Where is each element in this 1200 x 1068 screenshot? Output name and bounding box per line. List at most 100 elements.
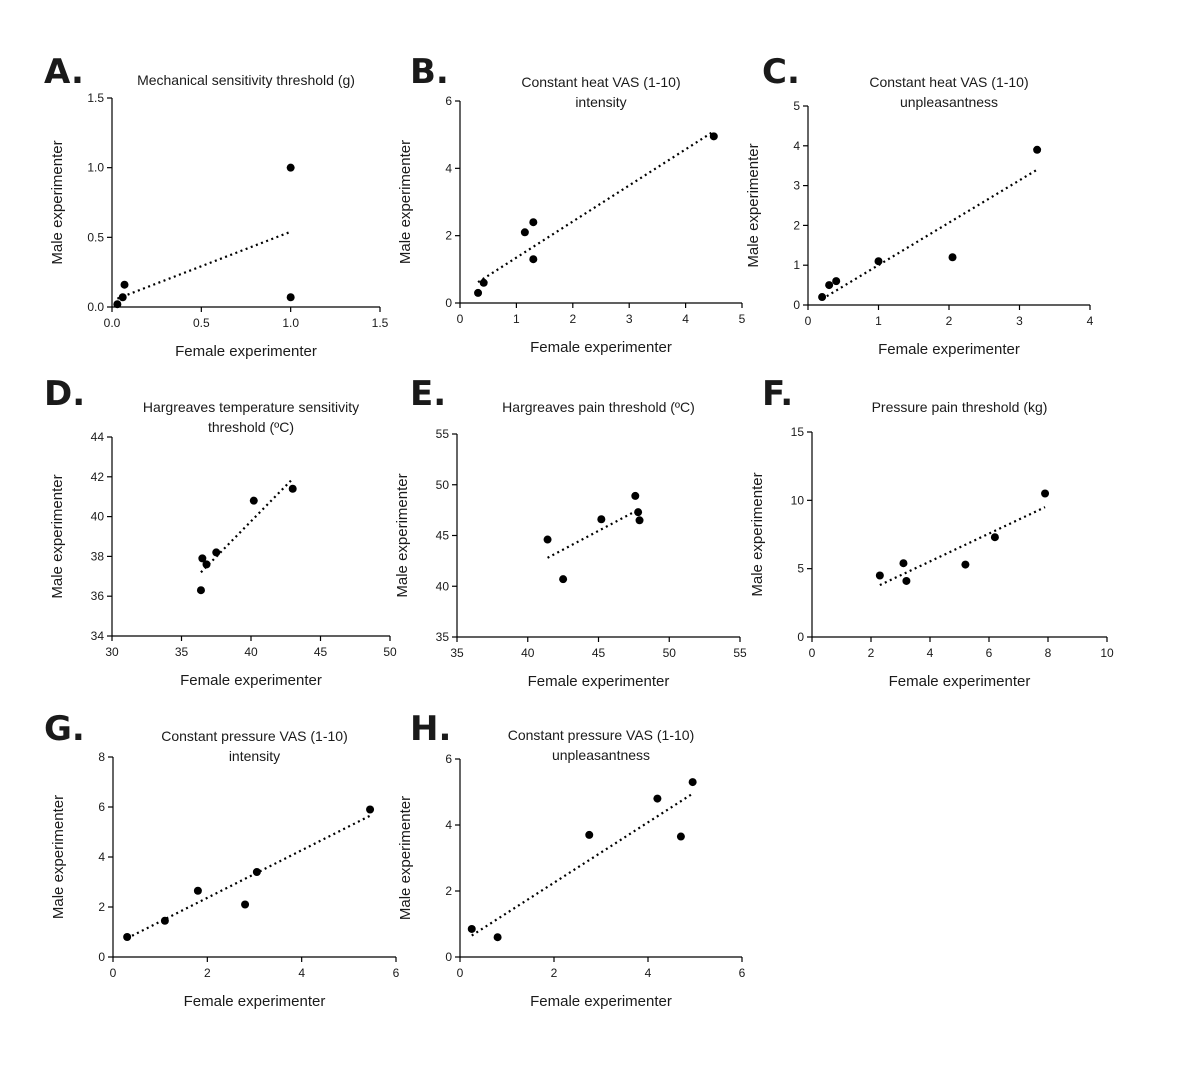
y-axis-label: Male experimenter — [394, 473, 411, 597]
trend-line — [116, 230, 292, 300]
data-point — [1033, 145, 1042, 154]
chart-title: unpleasantness — [900, 94, 998, 110]
data-point — [467, 924, 476, 933]
data-point — [198, 554, 207, 563]
panel-d: D. Hargreaves temperature sensitivity thre… — [44, 374, 397, 689]
x-tick-label: 2 — [868, 646, 875, 660]
y-tick-label: 0 — [445, 950, 452, 964]
y-tick-label: 5 — [797, 562, 804, 576]
data-point — [520, 228, 529, 237]
y-tick-label: 50 — [436, 478, 450, 492]
chart-title: Pressure pain threshold (kg) — [872, 399, 1048, 415]
y-tick-label: 1.5 — [87, 91, 104, 105]
panel-letter: F. — [762, 374, 793, 414]
data-point — [118, 293, 127, 302]
x-tick-label: 40 — [521, 646, 535, 660]
x-tick-label: 40 — [244, 645, 258, 659]
data-point — [252, 868, 261, 876]
x-tick-label: 35 — [450, 646, 464, 660]
panel-c: C. Constant heat VAS (1-10) unpleasantness… — [745, 52, 1094, 358]
data-point — [120, 280, 129, 289]
y-axis-label: Male experimenter — [49, 474, 66, 598]
panel-g: G. Constant pressure VAS (1-10) intensity 0… — [44, 709, 400, 1010]
data-point — [366, 805, 375, 814]
y-tick-label: 38 — [91, 549, 105, 563]
y-tick-label: 2 — [445, 884, 452, 898]
y-tick-label: 0 — [797, 630, 804, 644]
x-tick-label: 0.5 — [193, 316, 210, 330]
trend-line — [126, 814, 371, 940]
y-axis-label: Male experimenter — [397, 796, 414, 920]
data-point — [543, 535, 552, 544]
panel-letter: H. — [410, 709, 451, 749]
data-point — [123, 933, 132, 941]
x-axis-label: Female experimenter — [530, 993, 672, 1010]
x-tick-label: 55 — [733, 646, 747, 660]
x-tick-label: 10 — [1100, 646, 1114, 660]
y-tick-label: 4 — [445, 161, 452, 175]
data-point — [474, 288, 483, 297]
data-point — [286, 293, 295, 302]
trend-line — [200, 478, 294, 574]
data-point — [635, 516, 644, 525]
panel-letter: B. — [410, 52, 449, 92]
y-axis-label: Male experimenter — [749, 472, 766, 596]
x-tick-label: 45 — [314, 645, 328, 659]
data-point — [990, 533, 999, 542]
y-tick-label: 36 — [91, 589, 105, 603]
data-point — [193, 886, 202, 895]
x-tick-label: 50 — [383, 645, 397, 659]
x-axis-label: Female experimenter — [530, 339, 672, 356]
data-point — [1041, 489, 1050, 498]
y-tick-label: 0 — [445, 296, 452, 310]
x-tick-label: 0 — [110, 966, 117, 980]
y-tick-label: 44 — [91, 430, 105, 444]
y-tick-label: 2 — [445, 229, 452, 243]
x-tick-label: 6 — [393, 966, 400, 980]
data-point — [631, 491, 640, 500]
data-point — [874, 257, 883, 266]
y-tick-label: 6 — [98, 800, 105, 814]
data-point — [479, 278, 488, 287]
x-axis-label: Female experimenter — [184, 993, 326, 1010]
x-axis-label: Female experimenter — [528, 673, 670, 690]
data-point — [688, 778, 697, 787]
panel-letter: G. — [44, 709, 85, 749]
x-tick-label: 3 — [626, 312, 633, 326]
y-axis-label: Male experimenter — [745, 143, 762, 267]
chart-title: Constant pressure VAS (1-10) — [508, 727, 695, 743]
data-point — [709, 132, 718, 141]
x-tick-label: 0.0 — [104, 316, 121, 330]
data-point — [113, 300, 122, 309]
x-tick-label: 2 — [946, 314, 953, 328]
panel-e: E. Hargreaves pain threshold (ºC) 35 40 45 50… — [394, 374, 747, 690]
data-point — [286, 163, 295, 172]
y-tick-label: 35 — [436, 630, 450, 644]
x-tick-label: 35 — [175, 645, 189, 659]
x-tick-label: 4 — [298, 966, 305, 980]
y-tick-label: 4 — [445, 818, 452, 832]
chart-title: Hargreaves pain threshold (ºC) — [502, 399, 695, 415]
chart-title: intensity — [229, 748, 280, 764]
x-tick-label: 3 — [1016, 314, 1023, 328]
x-axis-label: Female experimenter — [180, 672, 322, 689]
x-tick-label: 50 — [663, 646, 677, 660]
trend-line — [477, 130, 715, 284]
y-tick-label: 42 — [91, 470, 105, 484]
chart-title: Constant pressure VAS (1-10) — [161, 728, 348, 744]
y-tick-label: 2 — [793, 218, 800, 232]
data-point — [653, 794, 662, 803]
x-tick-label: 0 — [457, 312, 464, 326]
x-tick-label: 2 — [204, 966, 211, 980]
data-point — [202, 560, 211, 569]
x-tick-label: 30 — [105, 645, 119, 659]
data-point — [241, 900, 250, 909]
data-point — [212, 548, 221, 557]
x-tick-label: 0 — [805, 314, 812, 328]
y-tick-label: 2 — [98, 900, 105, 914]
y-tick-label: 3 — [793, 179, 800, 193]
x-tick-label: 4 — [927, 646, 934, 660]
x-tick-label: 6 — [739, 966, 746, 980]
y-tick-label: 10 — [791, 493, 805, 507]
